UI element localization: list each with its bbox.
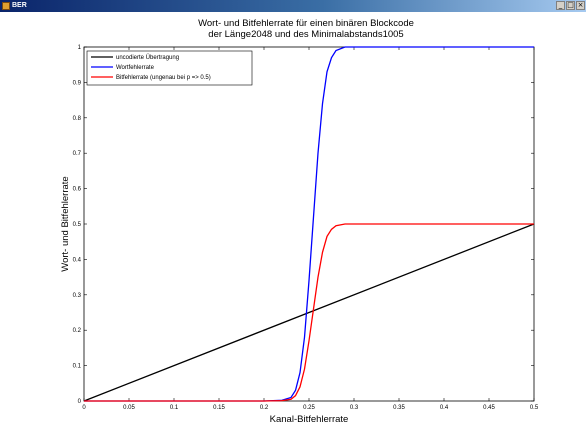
y-tick-label: 0.7 <box>73 151 82 157</box>
x-tick-label: 0.05 <box>123 405 135 411</box>
x-tick-label: 0.3 <box>350 405 359 411</box>
legend: uncodierte Übertragung Wortfehlerrate Bitf… <box>86 50 253 86</box>
close-button[interactable]: × <box>576 1 585 10</box>
y-tick-label: 0.9 <box>73 80 82 86</box>
window-title: BER <box>12 2 27 9</box>
series-line-2 <box>84 223 534 402</box>
x-tick-label: 0.4 <box>440 405 449 411</box>
x-tick-label: 0.15 <box>213 405 225 411</box>
x-axis: 0 0.05 0.1 0.15 0.2 0.25 0.3 0.35 0.4 0.45 0.5 <box>82 47 539 411</box>
y-tick-label: 0.2 <box>73 328 82 334</box>
series-line-1 <box>84 46 534 402</box>
window-titlebar: BER _ □ × <box>0 0 586 12</box>
x-tick-label: 0.2 <box>260 405 269 411</box>
y-tick-label: 0.5 <box>73 222 82 228</box>
maximize-button[interactable]: □ <box>566 1 575 10</box>
x-tick-label: 0.25 <box>303 405 315 411</box>
y-tick-label: 0.1 <box>73 364 82 370</box>
x-axis-label: Kanal-Bitfehlerrate <box>270 414 349 425</box>
x-tick-label: 0.1 <box>170 405 179 411</box>
series-group <box>83 46 535 402</box>
legend-box <box>86 50 253 86</box>
legend-entry: Wortfehlerrate <box>116 65 155 71</box>
x-tick-label: 0.35 <box>393 405 405 411</box>
y-tick-label: 0.8 <box>73 116 82 122</box>
y-tick-label: 0.3 <box>73 293 82 299</box>
legend-entry: Bitfehlerrate (ungenau bei p => 0.5) <box>116 75 211 81</box>
legend-entry: uncodierte Übertragung <box>116 54 179 61</box>
x-tick-label: 0.5 <box>530 405 539 411</box>
y-axis-label: Wort- und Bitfehlerrate <box>60 176 71 271</box>
y-tick-label: 0.6 <box>73 187 82 193</box>
figure-icon <box>2 2 10 10</box>
y-tick-label: 0.4 <box>73 257 82 263</box>
y-tick-label: 1 <box>78 45 82 51</box>
chart-subtitle: der Länge2048 und des Minimalabstands100… <box>208 29 403 40</box>
x-tick-label: 0 <box>82 405 86 411</box>
y-axis: 0 0.1 0.2 0.3 0.4 0.5 0.6 0.7 0.8 0.9 1 <box>73 45 534 405</box>
x-tick-label: 0.45 <box>483 405 495 411</box>
chart-title: Wort- und Bitfehlerrate für einen binäre… <box>198 18 414 29</box>
ber-chart: Wort- und Bitfehlerrate für einen binäre… <box>60 18 539 425</box>
minimize-button[interactable]: _ <box>556 1 565 10</box>
window-controls: _ □ × <box>556 1 585 10</box>
series-line-0 <box>83 223 535 402</box>
y-tick-label: 0 <box>78 399 82 405</box>
